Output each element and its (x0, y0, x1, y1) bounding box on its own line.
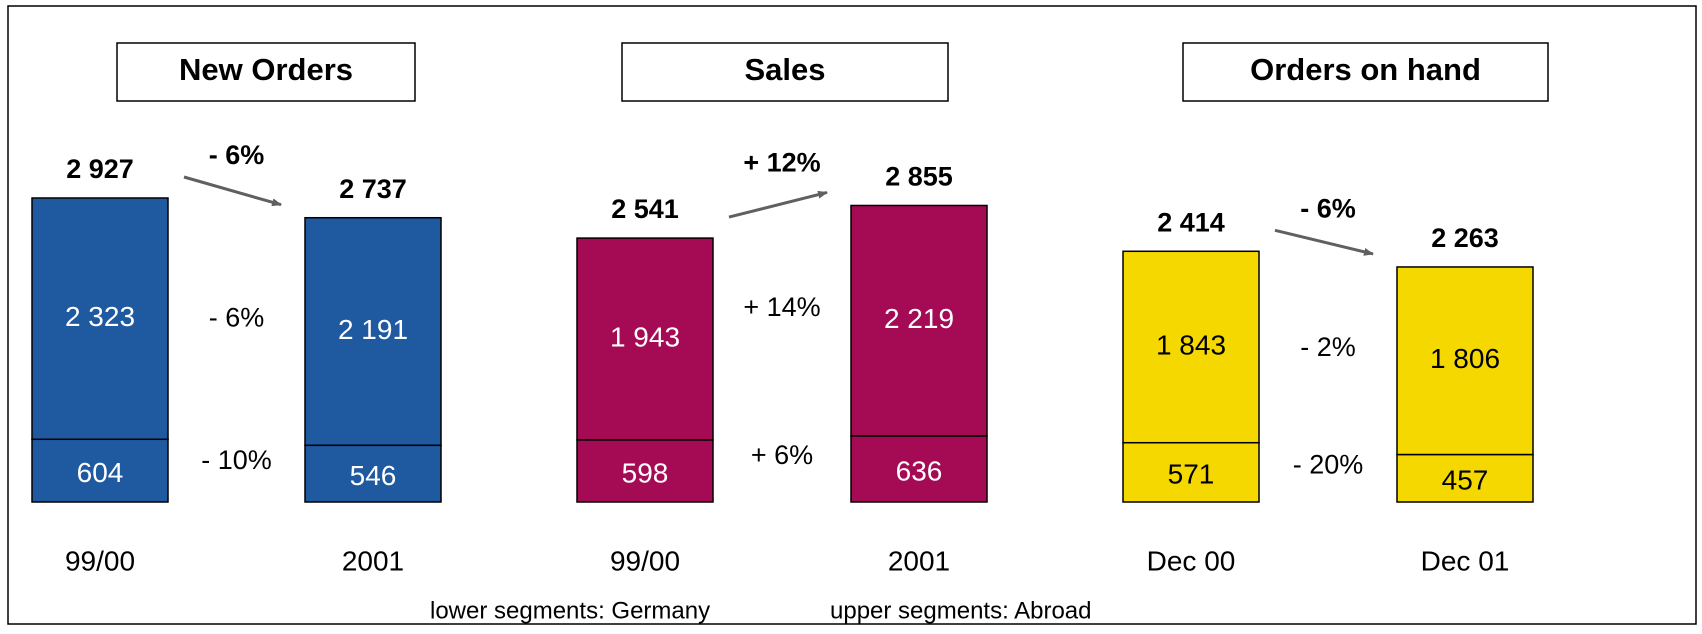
segment-label: 1 943 (610, 321, 680, 352)
segment-label: 1 806 (1430, 343, 1500, 374)
segment-change: - 2% (1300, 332, 1356, 362)
total-label: 2 855 (885, 162, 953, 192)
bar-segment (576, 439, 714, 503)
bar-segment (304, 216, 442, 447)
bar-segment (31, 438, 169, 503)
segment-change: - 6% (209, 303, 265, 333)
segment-label: 457 (1442, 465, 1489, 496)
title-box (116, 42, 416, 102)
total-label: 2 263 (1431, 223, 1499, 253)
change-arrow (728, 190, 828, 219)
total-change: - 6% (1300, 193, 1356, 223)
total-label: 2 541 (611, 194, 679, 224)
segment-label: 2 323 (65, 301, 135, 332)
category-label: Dec 00 (1147, 545, 1236, 576)
bar-segment (304, 444, 442, 503)
total-label: 2 927 (66, 154, 134, 184)
segment-label: 604 (77, 457, 124, 488)
total-label: 2 737 (339, 174, 407, 204)
category-label: 99/00 (610, 545, 680, 576)
segment-label: 1 843 (1156, 329, 1226, 360)
bar-segment (850, 435, 988, 503)
change-arrow (1274, 228, 1374, 256)
category-label: 2001 (888, 545, 950, 576)
category-label: 2001 (342, 545, 404, 576)
segment-change: - 10% (201, 445, 272, 475)
bar-segment (31, 197, 169, 441)
bar-segment (1122, 441, 1260, 503)
segment-label: 636 (896, 455, 943, 486)
category-label: Dec 01 (1421, 545, 1510, 576)
segment-label: 2 191 (338, 314, 408, 345)
change-arrow (183, 175, 282, 207)
bar-segment (1396, 453, 1534, 503)
segment-change: + 6% (751, 440, 813, 470)
bar-segment (1396, 266, 1534, 456)
title-box (621, 42, 949, 102)
segment-change: - 20% (1293, 449, 1364, 479)
title-box (1182, 42, 1549, 102)
bar-segment (1122, 250, 1260, 444)
frame (7, 5, 1697, 625)
total-label: 2 414 (1157, 207, 1225, 237)
segment-label: 2 219 (884, 303, 954, 334)
total-change: - 6% (209, 140, 265, 170)
segment-label: 598 (622, 457, 669, 488)
bar-segment (576, 237, 714, 441)
footnote: upper segments: Abroad (830, 597, 1092, 624)
segment-label: 571 (1168, 459, 1215, 490)
panel-title: New Orders (179, 52, 353, 87)
total-change: + 12% (743, 148, 820, 178)
panel-title: Orders on hand (1250, 52, 1481, 87)
category-label: 99/00 (65, 545, 135, 576)
footnote: lower segments: Germany (430, 597, 710, 624)
panel-title: Sales (744, 52, 825, 87)
segment-label: 546 (350, 460, 397, 491)
bar-segment (850, 204, 988, 437)
segment-change: + 14% (743, 292, 820, 322)
